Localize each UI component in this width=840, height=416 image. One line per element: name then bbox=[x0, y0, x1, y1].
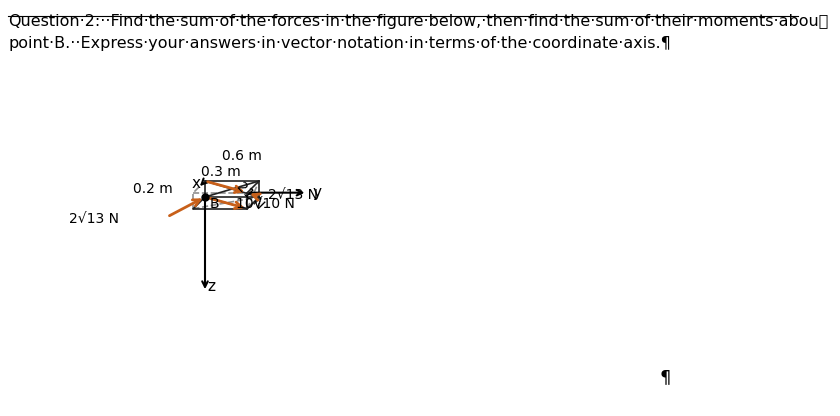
Text: z: z bbox=[207, 279, 215, 294]
Text: x: x bbox=[192, 176, 201, 191]
Text: y: y bbox=[312, 185, 322, 200]
Text: 0.6 m: 0.6 m bbox=[222, 149, 262, 163]
Text: Question·2:··Find·the·sum·of·the·forces·in·the·figure·below,·then·find·the·sum·o: Question·2:··Find·the·sum·of·the·forces·… bbox=[8, 14, 828, 29]
Text: 0.3 m: 0.3 m bbox=[201, 165, 241, 179]
Text: ¶: ¶ bbox=[660, 368, 671, 386]
Text: 2√13 N: 2√13 N bbox=[69, 212, 119, 226]
Text: 21 N: 21 N bbox=[234, 179, 267, 212]
Text: point·B.··Express·your·answers·in·vector·notation·in·terms·of·the·coordinate·axi: point·B.··Express·your·answers·in·vector… bbox=[8, 36, 671, 51]
Text: 10√10 N: 10√10 N bbox=[236, 197, 295, 211]
Text: 0.2 m: 0.2 m bbox=[134, 182, 173, 196]
Text: B: B bbox=[210, 197, 219, 211]
Text: 2√13 N: 2√13 N bbox=[268, 188, 318, 202]
